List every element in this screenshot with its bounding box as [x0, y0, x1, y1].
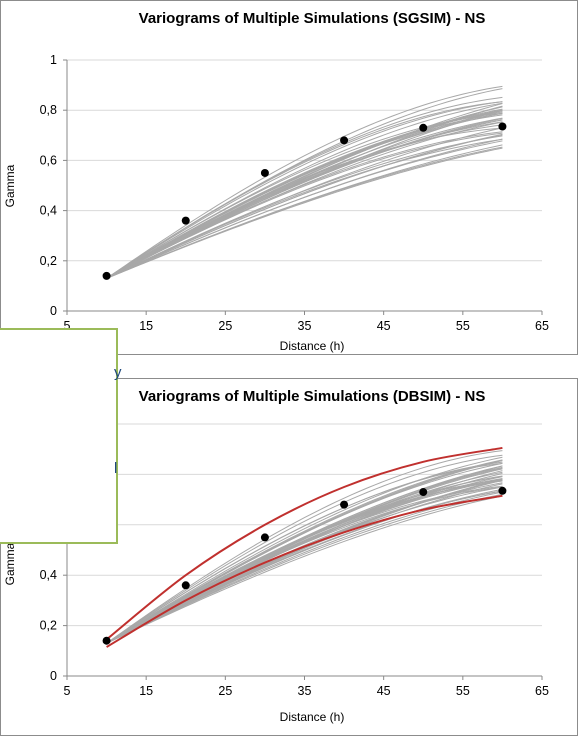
callout-text-fragment: y — [114, 364, 122, 381]
experimental-variogram-point — [498, 122, 507, 131]
x-tick-label: 65 — [535, 319, 549, 333]
chart-title: Variograms of Multiple Simulations (SGSI… — [139, 10, 486, 27]
simulation-variogram-line — [106, 127, 503, 279]
x-tick-label: 15 — [139, 319, 153, 333]
experimental-variogram-point — [102, 636, 111, 645]
simulation-variogram-line — [106, 101, 503, 279]
y-axis-label: Gamma — [3, 542, 17, 585]
experimental-variogram-point — [260, 168, 269, 177]
simulation-variogram-line — [106, 462, 503, 644]
simulation-variogram-line — [106, 475, 503, 644]
experimental-variogram-point — [340, 500, 349, 509]
x-tick-label: 5 — [64, 684, 71, 698]
simulation-variogram-line — [106, 135, 503, 279]
y-tick-label: 0,2 — [40, 619, 57, 633]
dbsim-chart: Variograms of Multiple Simulations (DBSI… — [3, 388, 549, 724]
simulation-variogram-line — [106, 475, 503, 644]
simulation-variogram-line — [106, 456, 503, 644]
x-tick-label: 15 — [139, 684, 153, 698]
y-tick-label: 1 — [50, 53, 57, 67]
chart-title: Variograms of Multiple Simulations (DBSI… — [139, 388, 486, 405]
sgsim-chart: Variograms of Multiple Simulations (SGSI… — [3, 10, 549, 353]
x-tick-label: 55 — [456, 319, 470, 333]
simulation-variogram-line — [106, 468, 503, 644]
overlapping-callout-box: y l — [0, 328, 122, 544]
x-axis-label: Distance (h) — [280, 710, 345, 724]
simulation-variogram-line — [106, 495, 503, 644]
simulation-variogram-line — [106, 476, 503, 644]
experimental-variogram-point — [419, 123, 428, 132]
sgsim-chart-panel: Variograms of Multiple Simulations (SGSI… — [0, 0, 578, 355]
experimental-variogram-point — [340, 136, 349, 145]
x-tick-label: 5 — [64, 319, 71, 333]
envelope-line — [105, 446, 503, 641]
simulation-variogram-line — [106, 85, 503, 279]
x-tick-label: 45 — [377, 319, 391, 333]
simulation-variogram-line — [106, 106, 503, 279]
experimental-variogram-point — [181, 216, 190, 225]
simulation-variogram-line — [106, 96, 503, 279]
y-tick-label: 0,4 — [40, 204, 57, 218]
simulation-variogram-line — [106, 121, 503, 279]
simulation-variogram-line — [106, 467, 503, 644]
y-axis-label: Gamma — [3, 164, 17, 207]
simulation-variogram-line — [106, 490, 503, 644]
simulation-variogram-line — [106, 111, 503, 279]
x-tick-label: 25 — [218, 684, 232, 698]
y-tick-label: 0,4 — [40, 568, 57, 582]
y-tick-label: 0 — [50, 304, 57, 318]
x-axis-label: Distance (h) — [280, 339, 345, 353]
simulation-variogram-line — [106, 109, 503, 279]
simulation-variogram-line — [106, 493, 503, 644]
x-tick-label: 35 — [298, 684, 312, 698]
simulation-variogram-line — [106, 138, 503, 279]
experimental-variogram-point — [260, 533, 269, 542]
simulation-variogram-line — [106, 134, 503, 279]
y-tick-label: 0,6 — [40, 153, 57, 167]
experimental-variogram-point — [102, 271, 111, 280]
simulation-variogram-line — [106, 112, 503, 279]
simulation-variogram-line — [106, 146, 503, 279]
experimental-variogram-point — [498, 486, 507, 495]
experimental-variogram-point — [419, 488, 428, 497]
simulation-variogram-line — [106, 454, 503, 644]
simulation-variogram-line — [106, 490, 503, 644]
simulation-variogram-line — [106, 450, 503, 644]
experimental-variogram-point — [181, 581, 190, 590]
y-tick-label: 0,8 — [40, 103, 57, 117]
simulation-variogram-line — [106, 466, 503, 644]
simulation-variogram-line — [106, 459, 503, 644]
x-tick-label: 25 — [218, 319, 232, 333]
simulation-variogram-line — [106, 462, 503, 644]
x-tick-label: 35 — [298, 319, 312, 333]
y-tick-label: 0,2 — [40, 254, 57, 268]
simulation-variogram-line — [106, 488, 503, 644]
simulation-variogram-line — [106, 147, 503, 279]
callout-text-fragment: l — [114, 460, 118, 477]
x-tick-label: 45 — [377, 684, 391, 698]
simulation-variogram-line — [106, 132, 503, 279]
simulation-variogram-line — [106, 491, 503, 644]
simulation-variogram-line — [106, 482, 503, 644]
x-tick-label: 65 — [535, 684, 549, 698]
envelope-line — [106, 494, 503, 648]
y-tick-label: 0 — [50, 669, 57, 683]
x-tick-label: 55 — [456, 684, 470, 698]
